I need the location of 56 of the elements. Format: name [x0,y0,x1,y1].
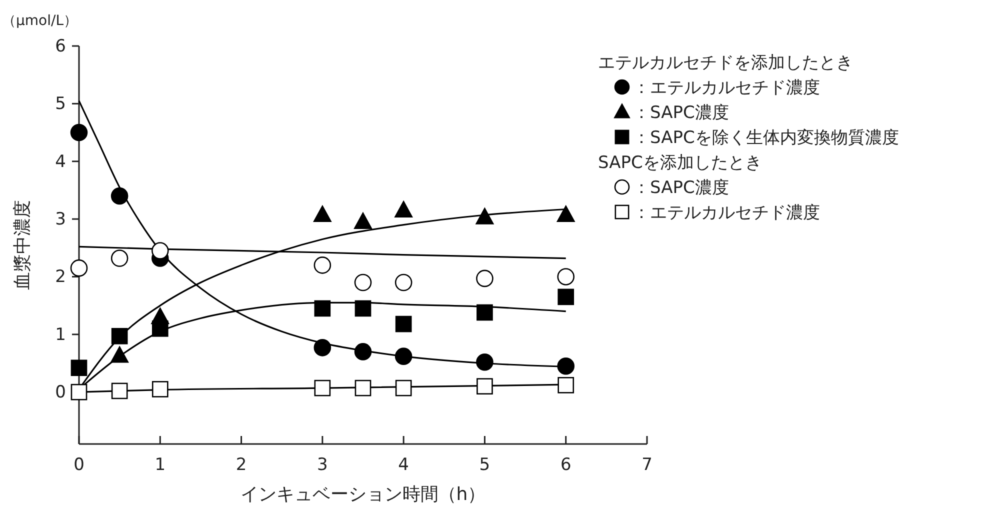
point [314,339,332,356]
point [314,380,331,396]
point [394,348,412,365]
point [558,288,574,306]
x-tick-label: 2 [236,455,247,476]
point [476,304,493,321]
x-tick-label: 4 [398,455,409,476]
point [395,316,412,332]
point [152,381,168,398]
point [476,378,493,394]
x-tick-label: 1 [154,455,166,476]
legend-label: ：SAPC濃度 [633,103,729,123]
point [314,300,331,317]
annotation: SAPCを添加したとき [598,153,762,173]
y-tick-label: 3 [55,209,66,230]
x-tick-label: 6 [560,455,572,476]
text: （μmol/L） [2,13,78,29]
x-tick-label: 7 [642,455,652,476]
point [476,353,494,371]
point [110,187,128,205]
x-axis-title: インキュベーション時間（h） [240,484,486,505]
point [151,242,169,260]
point [476,208,494,224]
point [111,382,128,400]
y-tick-label: 0 [55,382,66,403]
legend-label: ：SAPCを除く生体内変換物質濃度 [633,128,899,148]
point [70,384,88,400]
point [70,259,88,277]
point [70,360,88,376]
point [558,376,574,394]
legend-label: ：エテルカルセチド濃度 [633,78,820,98]
point [394,200,413,218]
x-tick-label: 0 [74,455,84,476]
y-axis-title: 血漿中濃度 [12,200,33,290]
legend-label: ：エテルカルセチド濃度 [633,203,820,223]
annotation: エテルカルセチドを添加したとき [598,53,853,73]
point [556,206,575,222]
point [70,124,88,142]
point [152,320,168,337]
y-tick-label: 5 [55,94,66,114]
point [354,300,372,317]
x-tick-label: 3 [317,455,328,476]
y-tick-label: 6 [55,36,66,56]
point [354,212,372,229]
point [557,357,575,375]
point [110,346,129,363]
point [354,380,372,396]
y-tick-label: 1 [55,324,66,345]
y-tick-label: 4 [55,152,66,172]
y-tick-label: 2 [55,267,66,288]
legend-label: ：SAPC濃度 [633,178,729,198]
point [395,380,412,396]
point [313,206,332,222]
x-tick-label: 5 [479,455,490,476]
point [354,343,372,360]
point [111,328,128,344]
